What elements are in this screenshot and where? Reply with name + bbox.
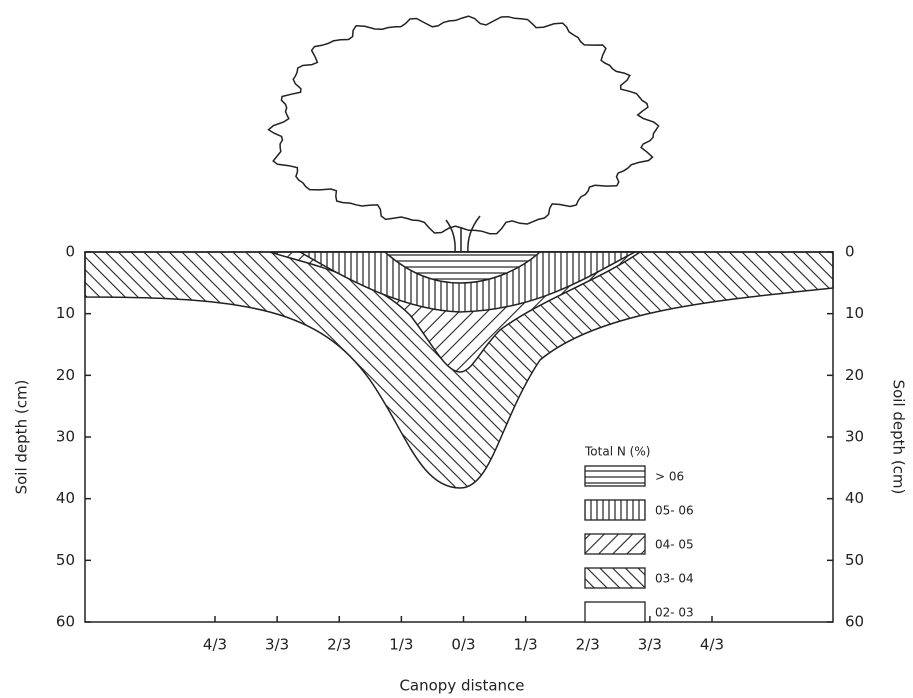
y-tick-label: 30 [56, 428, 75, 446]
legend-label: 02- 03 [655, 606, 694, 620]
tree-crown [269, 16, 659, 234]
y-tick-label: 20 [56, 366, 75, 384]
x-tick-label: 1/3 [389, 636, 413, 654]
x-tick-label: 2/3 [327, 636, 351, 654]
x-tick-label: 0/3 [451, 636, 475, 654]
legend-swatch [585, 534, 645, 554]
x-tick-label: 4/3 [203, 636, 227, 654]
x-tick-label: 1/3 [514, 636, 538, 654]
legend-label: > 06 [655, 470, 684, 484]
y-tick-label: 30 [845, 428, 864, 446]
right-axis-label: Soil depth (cm) [890, 380, 908, 495]
legend-swatch [585, 568, 645, 588]
y-tick-label: 60 [56, 613, 75, 631]
legend-swatch [585, 500, 645, 520]
legend-label: 04- 05 [655, 538, 694, 552]
y-tick-label: 0 [845, 243, 855, 261]
y-tick-label: 10 [845, 304, 864, 322]
y-tick-label: 0 [65, 243, 75, 261]
legend-swatch [585, 602, 645, 622]
x-tick-label: 2/3 [576, 636, 600, 654]
y-tick-label: 40 [56, 489, 75, 507]
y-tick-label: 50 [56, 551, 75, 569]
x-tick-label: 3/3 [638, 636, 662, 654]
y-tick-label: 60 [845, 613, 864, 631]
legend-swatch [585, 466, 645, 486]
y-tick-label: 50 [845, 551, 864, 569]
figure: Soil depth (cm) Soil depth (cm) Canopy d… [0, 0, 913, 698]
y-tick-label: 20 [845, 366, 864, 384]
left-axis-label: Soil depth (cm) [13, 380, 31, 495]
x-tick-label: 3/3 [265, 636, 289, 654]
legend-title: Total N (%) [584, 445, 650, 459]
y-tick-label: 40 [845, 489, 864, 507]
y-tick-label: 10 [56, 304, 75, 322]
x-axis-label: Canopy distance [399, 677, 524, 695]
legend-label: 05- 06 [655, 504, 694, 518]
x-tick-label: 4/3 [700, 636, 724, 654]
legend-label: 03- 04 [655, 572, 694, 586]
